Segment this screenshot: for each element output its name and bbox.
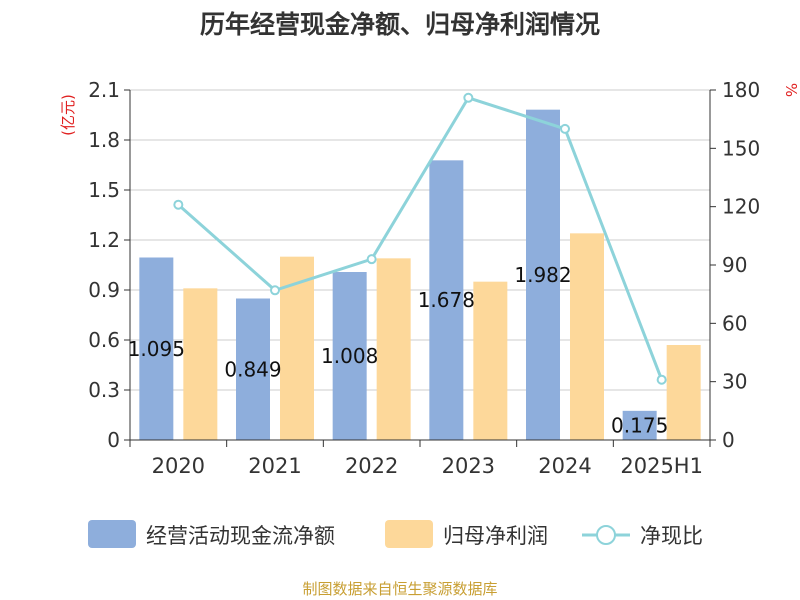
left-tick-label: 1.5 (88, 178, 120, 202)
ratio-point (560, 123, 570, 134)
legend-swatch (88, 520, 136, 548)
ratio-point (656, 374, 667, 385)
bar-layer (139, 109, 701, 441)
right-axis-unit: % (782, 83, 800, 97)
ratio-point (173, 199, 184, 210)
bar-operating-cashflow (236, 298, 270, 440)
ratio-point (270, 285, 280, 296)
x-tick-label: 2022 (345, 454, 398, 478)
right-tick-label: 150 (722, 136, 760, 160)
legend-marker (596, 525, 616, 545)
left-tick-label: 2.1 (88, 78, 120, 102)
bar-operating-cashflow (622, 410, 657, 440)
legend-label: 经营活动现金流净额 (146, 524, 335, 548)
data-labels: 1.095 0.849 1.008 1.678 1.982 0.175 (128, 263, 669, 438)
x-tick-label: 2021 (248, 454, 301, 478)
right-tick-label: 90 (722, 253, 747, 277)
bar-net-profit (376, 258, 411, 440)
right-tick-label: 120 (722, 195, 760, 219)
left-tick-label: 0.3 (88, 378, 120, 402)
bar-data-label: 1.982 (514, 263, 571, 287)
legend-operating-cashflow[interactable]: 经营活动现金流净额 (88, 520, 335, 548)
bar-net-profit (570, 233, 604, 440)
ratio-point (463, 92, 474, 103)
right-tick-label: 60 (722, 311, 747, 335)
left-tick-label: 1.8 (88, 128, 120, 152)
ratio-line (177, 95, 664, 381)
right-tick-label: 30 (722, 370, 747, 394)
left-tick-label: 1.2 (88, 228, 120, 252)
left-tick-label: 0.6 (88, 328, 120, 352)
bar-data-label: 1.008 (321, 344, 378, 368)
left-tick-label: 0.9 (88, 278, 120, 302)
ratio-point (366, 254, 377, 265)
chart-title: 历年经营现金净额、归母净利润情况 (200, 10, 600, 39)
line-layer (173, 92, 667, 385)
bar-data-label: 1.095 (128, 337, 185, 361)
left-axis-unit: (亿元) (59, 94, 77, 136)
bar-data-label: 1.678 (418, 288, 475, 312)
x-tick-label: 2024 (538, 454, 591, 478)
bar-operating-cashflow (139, 257, 174, 440)
bar-data-label: 0.175 (611, 413, 668, 437)
legend-label: 净现比 (640, 524, 703, 548)
source-note: 制图数据来自恒生聚源数据库 (302, 580, 497, 598)
x-tick-label: 2023 (442, 454, 495, 478)
bar-data-label: 0.849 (224, 357, 281, 381)
legend-swatch (385, 520, 433, 548)
x-tick-label: 2025H1 (620, 454, 703, 478)
x-tick-label: 2020 (152, 454, 205, 478)
axes: 0 0.3 0.6 0.9 1.2 1.5 1.8 2.1 0 30 60 90 120 150 180 20… (88, 78, 760, 478)
bar-operating-cashflow (332, 272, 367, 440)
left-tick-label: 0 (107, 428, 120, 452)
legend-net-profit[interactable]: 归母净利润 (385, 520, 548, 548)
bar-operating-cashflow (429, 160, 464, 441)
right-tick-label: 0 (722, 428, 735, 452)
bar-net-profit (473, 281, 508, 440)
bar-operating-cashflow (526, 109, 560, 441)
legend-label: 归母净利润 (443, 524, 548, 548)
grid-lines (130, 89, 710, 441)
right-tick-label: 180 (722, 78, 760, 102)
bar-net-profit (666, 345, 701, 440)
legend-ratio[interactable]: 净现比 (582, 524, 703, 548)
legend: 经营活动现金流净额 归母净利润 净现比 (88, 520, 703, 548)
bar-net-profit (183, 288, 218, 440)
